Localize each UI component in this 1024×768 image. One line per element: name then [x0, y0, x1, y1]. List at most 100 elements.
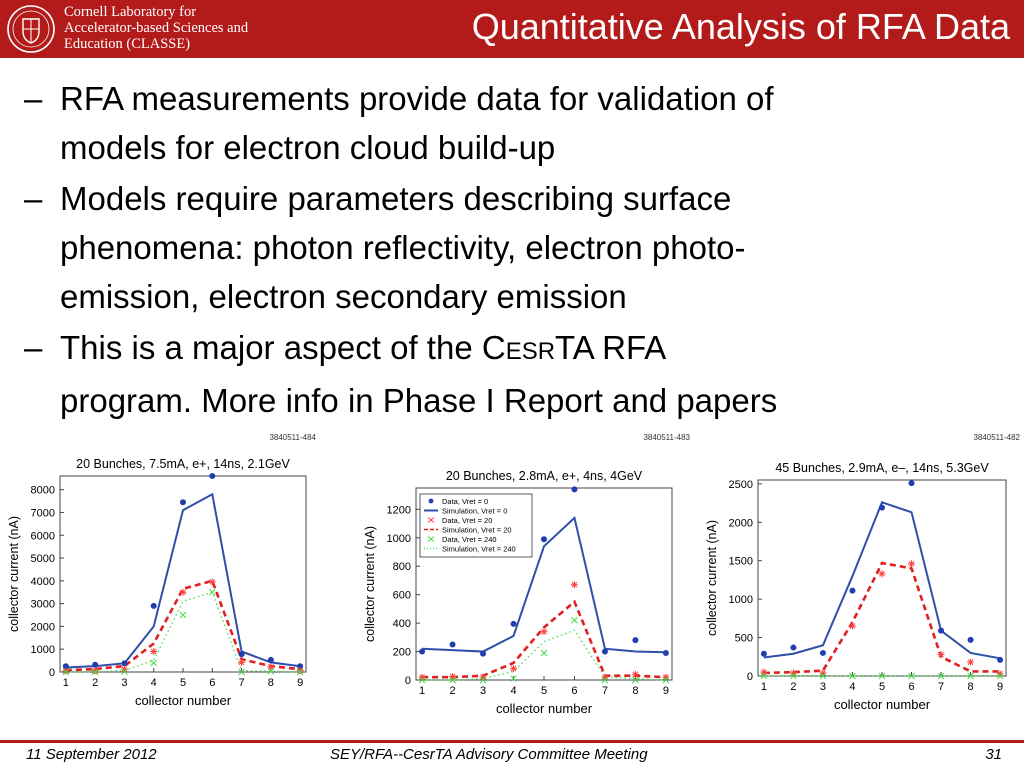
data-point [180, 499, 186, 506]
data-point [908, 672, 915, 680]
data-point [570, 581, 578, 589]
legend-entry: Data, Vret = 240 [442, 535, 497, 544]
series-line-sim-low [65, 591, 301, 673]
data-point [760, 650, 767, 657]
y-tick-label: 800 [393, 561, 411, 573]
data-point [996, 670, 1004, 678]
bullet-line: Models require parameters describing sur… [60, 180, 732, 217]
chart-title: 20 Bunches, 2.8mA, e+, 4ns, 4GeV [446, 469, 643, 483]
data-point [967, 636, 974, 643]
data-point [479, 676, 487, 684]
chart-title: 45 Bunches, 2.9mA, e–, 14ns, 5.3GeV [775, 461, 989, 475]
legend-entry: Simulation, Vret = 20 [442, 526, 512, 535]
data-point [662, 676, 670, 684]
x-tick-label: 9 [663, 685, 669, 697]
legend-entry: Data, Vret = 20 [442, 516, 492, 525]
bullet-line: program. More info in Phase I Report and… [60, 382, 778, 419]
bullet-line: This is a major aspect of the CESRTA RFA [60, 323, 1004, 376]
y-tick-label: 2000 [729, 517, 753, 529]
y-axis-label: collector current (nA) [705, 520, 719, 636]
bullet-line: models for electron cloud build-up [60, 129, 556, 166]
x-tick-label: 7 [602, 685, 608, 697]
x-tick-label: 2 [790, 681, 796, 693]
y-tick-label: 400 [393, 618, 411, 630]
y-tick-label: 200 [393, 647, 411, 659]
series-line-sim-high [65, 492, 301, 669]
data-point [418, 676, 426, 684]
data-point [449, 672, 457, 680]
x-tick-label: 3 [480, 685, 486, 697]
y-axis-label: collector current (nA) [7, 516, 21, 632]
data-point [849, 672, 856, 680]
series-line-sim-high [763, 501, 1001, 660]
data-point [419, 648, 426, 655]
data-point [541, 536, 547, 543]
legend-entry: Simulation, Vret = 0 [442, 507, 507, 516]
data-point [908, 480, 915, 487]
data-point [819, 649, 826, 656]
data-point [296, 667, 304, 675]
chart-2: 3840511-483 20 Bunches, 2.8mA, e+, 4ns, 4… [363, 428, 694, 725]
figure-id-label: 3840511-482 [973, 433, 1020, 442]
plot-frame [59, 475, 307, 673]
series-line-sim-mid [763, 561, 1001, 675]
data-point [92, 661, 99, 668]
x-axis-label: collector number [834, 697, 931, 712]
data-point [121, 668, 128, 675]
x-tick-label: 3 [121, 677, 127, 689]
data-point [996, 672, 1004, 680]
y-tick-label: 1000 [387, 533, 411, 545]
data-point [789, 669, 797, 677]
data-point [631, 670, 639, 678]
data-point [267, 663, 275, 671]
data-point [540, 649, 548, 657]
chart-2-svg: 3840511-483 20 Bunches, 2.8mA, e+, 4ns, 4… [363, 433, 691, 716]
x-tick-label: 8 [268, 677, 274, 689]
data-point [62, 663, 69, 670]
x-tick-label: 3 [820, 681, 826, 693]
slide-title: Quantitative Analysis of RFA Data [471, 6, 1010, 47]
x-tick-label: 9 [997, 681, 1003, 693]
legend-entry: Data, Vret = 0 [442, 497, 488, 506]
x-tick-label: 2 [450, 685, 456, 697]
data-point [937, 650, 945, 658]
data-point [480, 650, 487, 657]
y-tick-label: 500 [735, 633, 753, 645]
chart-3: 3840511-482 45 Bunches, 2.9mA, e–, 14ns, … [696, 428, 1024, 725]
x-tick-label: 6 [571, 685, 577, 697]
data-point [510, 620, 517, 627]
data-point [601, 676, 609, 684]
data-point [662, 649, 669, 656]
institution-line: Education (CLASSE) [64, 36, 191, 52]
x-tick-label: 9 [297, 677, 303, 689]
data-point [790, 672, 797, 680]
x-tick-label: 5 [541, 685, 547, 697]
data-point [571, 486, 578, 493]
bullet-dash: – [24, 80, 43, 117]
x-tick-label: 1 [419, 685, 425, 697]
y-tick-label: 5000 [31, 553, 55, 565]
x-tick-label: 4 [151, 677, 157, 689]
data-point [510, 665, 518, 673]
data-point [179, 588, 187, 596]
legend-swatch [428, 498, 434, 504]
data-point [819, 672, 827, 680]
data-point [849, 587, 856, 594]
x-tick-label: 7 [239, 677, 245, 689]
data-point [790, 644, 797, 651]
data-point [632, 637, 639, 644]
data-point [632, 676, 639, 684]
data-point [878, 570, 886, 578]
data-point [967, 658, 975, 666]
data-point [91, 668, 99, 676]
footer-date: 11 September 2012 [26, 746, 157, 763]
x-tick-label: 4 [510, 685, 516, 697]
data-point [908, 560, 916, 568]
data-point [209, 473, 216, 479]
data-point [571, 616, 578, 624]
y-tick-label: 7000 [31, 507, 55, 519]
series-line-sim-high [422, 515, 666, 654]
bullet-text: TA RFA [555, 329, 667, 366]
data-point [540, 628, 548, 636]
y-tick-label: 4000 [31, 576, 55, 588]
